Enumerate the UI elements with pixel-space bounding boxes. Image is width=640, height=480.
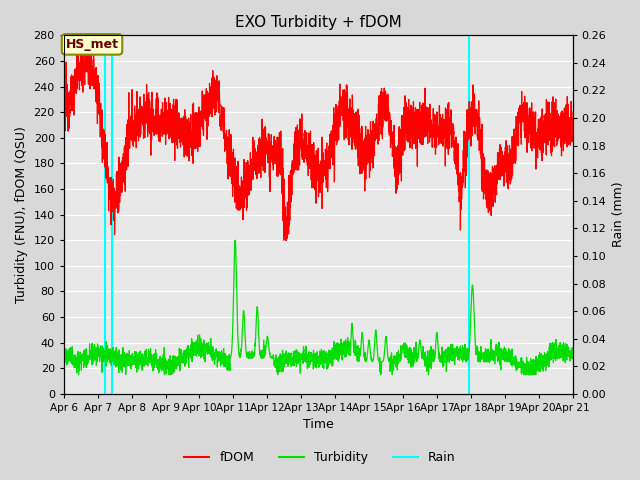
Y-axis label: Turbidity (FNU), fDOM (QSU): Turbidity (FNU), fDOM (QSU) bbox=[15, 126, 28, 303]
Title: EXO Turbidity + fDOM: EXO Turbidity + fDOM bbox=[235, 15, 401, 30]
Text: HS_met: HS_met bbox=[65, 38, 118, 51]
Legend: fDOM, Turbidity, Rain: fDOM, Turbidity, Rain bbox=[179, 446, 461, 469]
X-axis label: Time: Time bbox=[303, 419, 333, 432]
Y-axis label: Rain (mm): Rain (mm) bbox=[612, 182, 625, 247]
